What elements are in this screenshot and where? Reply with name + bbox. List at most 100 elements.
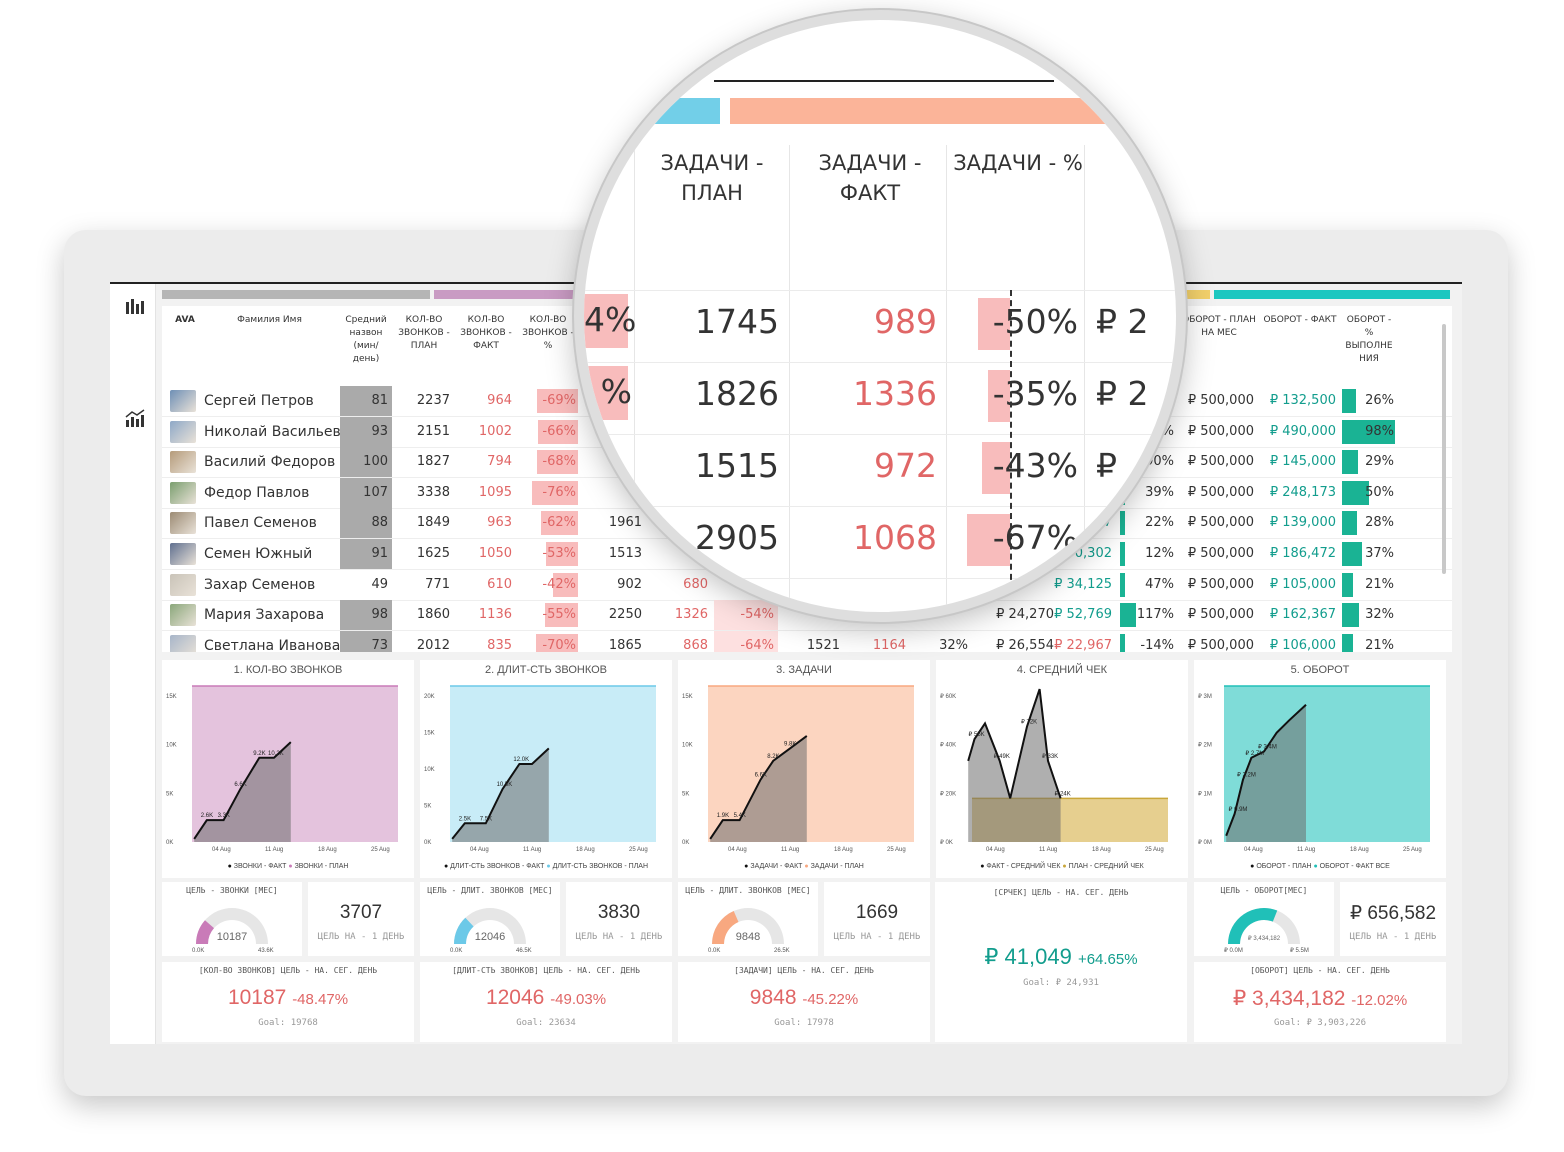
avgcheck-pct-cell: 22% [1145, 515, 1174, 531]
chart-title: 5. ОБОРОТ [1290, 664, 1350, 676]
lens-row-divider [584, 506, 1176, 507]
chart-legend[interactable]: ● ОБОРОТ - ПЛАН ● ОБОРОТ - ФАКТ ВСЕ [1250, 863, 1390, 870]
data-label: ₽ 0.9M [1229, 806, 1248, 813]
area-chart: 20K 15K 10K 5K 0K 04 Aug 11 Aug 18 Aug 25 Aug 2.5… [424, 685, 656, 870]
gauge-value: 10187 [217, 931, 248, 943]
employee-name: Захар Семенов [204, 576, 316, 593]
magnifier-lens: ЗАДАЧИ - ПЛАН ЗАДАЧИ - ФАКТ ЗАДАЧИ - % 4… [574, 10, 1186, 622]
table-row[interactable]: Светлана Иванова 73 2012 835 -70% 1865 868 -64%… [162, 630, 1452, 652]
x-tick-label: 04 Aug [470, 847, 489, 853]
data-label: 9.2K [253, 751, 265, 757]
y-tick-label: 15K [424, 731, 435, 737]
chart-legend[interactable]: ● ЗАДАЧИ - ФАКТ ● ЗАДАЧИ - ПЛАН [744, 863, 864, 870]
fact-line [967, 688, 1062, 799]
y-tick-label: 20K [424, 694, 435, 700]
lens-tasks-pct-bar [988, 370, 1010, 422]
gauge-max: 46.5K [516, 948, 532, 954]
area-chart: 15K 10K 5K 0K 04 Aug 11 Aug 18 Aug 25 Aug 1.9K 5.… [682, 685, 914, 870]
lens-top-border [714, 80, 1054, 82]
col-header-avg[interactable]: Средний назвон (мин/ день) [345, 315, 387, 364]
employee-name: Николай Васильев [204, 423, 341, 440]
calls-fact-cell: 1002 [478, 423, 512, 439]
bar-chart-icon[interactable] [123, 296, 145, 318]
y-tick-label: ₽ 40K [940, 742, 956, 749]
kpi-delta: -48.47% [292, 991, 349, 1008]
col-header-turnover-pct[interactable]: ОБОРОТ - % ВЫПОЛНЕ НИЯ [1345, 315, 1393, 364]
col-header-calls-plan[interactable]: КОЛ-ВО ЗВОНКОВ - ПЛАН [398, 315, 450, 351]
tasks-plan-cell: 1521 [806, 637, 840, 652]
duration-fact-cell: 868 [683, 637, 708, 652]
chart-legend[interactable]: ● ДЛИТ-СТЬ ЗВОНКОВ - ФАКТ ● ДЛИТ-СТЬ ЗВО… [444, 863, 648, 870]
daily-target-value: 1669 [855, 902, 899, 923]
x-tick-label: 11 Aug [1039, 847, 1057, 853]
lens-tasks-pct: -50% [992, 302, 1078, 341]
x-tick-label: 11 Aug [781, 847, 799, 853]
data-label: 3.3K [218, 813, 230, 819]
gauge-fill [1228, 908, 1278, 944]
gauge-card: ЦЕЛЬ - ЗВОНКИ [МЕС] 10187 0.0K 43.6K [162, 882, 302, 956]
lens-tasks-plan: 2905 [695, 518, 779, 557]
data-label: 10.2K [268, 751, 284, 757]
lens-header-tasks-pct[interactable]: ЗАДАЧИ - % [953, 151, 1083, 175]
fact-area [710, 735, 807, 842]
calls-pct-bar [532, 480, 578, 505]
turnover-pct-cell: 26% [1365, 393, 1394, 408]
turnover-pct-cell: 29% [1365, 454, 1394, 470]
employee-name: Мария Захарова [204, 607, 325, 624]
legend-marker-fact: ● [980, 863, 986, 870]
turnover-pct-bar [1342, 480, 1369, 505]
calls-plan-cell: 2151 [416, 423, 450, 439]
x-tick-label: 25 Aug [1403, 847, 1422, 853]
chart-legend[interactable]: ● ФАКТ - СРЕДНИЙ ЧЕК ● ПЛАН - СРЕДНИЙ ЧЕ… [980, 861, 1144, 870]
lens-header-tasks-plan[interactable]: ЗАДАЧИ - ПЛАН [660, 151, 764, 205]
lens-row-divider [584, 362, 1176, 363]
daily-target-label: ЦЕЛЬ НА - 1 ДЕНЬ [317, 932, 405, 942]
gauge-track [454, 908, 526, 944]
x-tick-label: 04 Aug [1244, 847, 1263, 853]
col-header-calls-pct[interactable]: КОЛ-ВО ЗВОНКОВ - % [522, 315, 574, 351]
kpi-value: 12046 [485, 986, 545, 1009]
table-scrollbar[interactable] [1442, 324, 1446, 574]
avgcheck-plan-cell: ₽ 24,270 [996, 607, 1054, 623]
employee-name: Сергей Петров [204, 393, 314, 409]
legend-marker-plan: ● [1062, 863, 1068, 870]
lens-header-tasks-fact[interactable]: ЗАДАЧИ - ФАКТ [818, 151, 922, 205]
kpi-value: 9848 [749, 986, 797, 1009]
col-header-turnover-plan[interactable]: ОБОРОТ - ПЛАН НА МЕС [1182, 315, 1256, 338]
lens-avgcheck-fragment: ₽ 2 [1096, 302, 1149, 341]
calls-pct-cell: -42% [542, 576, 576, 592]
area-chart: ₽ 3M ₽ 2M ₽ 1M ₽ 0M 04 Aug 11 Aug 18 Aug 25 Aug… [1198, 685, 1430, 870]
x-tick-label: 11 Aug [265, 847, 283, 853]
gauge-title: ЦЕЛЬ - ОБОРОТ[МЕС] [1220, 886, 1308, 895]
calls-fact-cell: 1136 [478, 607, 512, 623]
fact-area [1226, 704, 1306, 842]
col-header-calls-fact[interactable]: КОЛ-ВО ЗВОНКОВ - ФАКТ [460, 315, 512, 351]
kpi-card: [ОБОРОТ] ЦЕЛЬ - НА. СЕГ. ДЕНЬ ₽ 3,434,182… [1194, 962, 1446, 1042]
x-tick-label: 11 Aug [1297, 847, 1315, 853]
gauge-value: 9848 [736, 931, 760, 943]
table-row[interactable]: Павел Семенов 88 1849 963 -62% 1961 7 22% ₽ 500,… [162, 508, 1452, 540]
col-header-name[interactable]: Фамилия Имя [237, 315, 302, 325]
employee-name: Федор Павлов [204, 484, 310, 501]
table-row[interactable]: Николай Васильев 93 2151 1002 -66% 0% ₽ 500,00… [162, 416, 1452, 448]
avgcheck-fact-cell: 7 [1103, 515, 1112, 531]
lens-tasks-plan: 1826 [695, 374, 779, 413]
table-row[interactable]: Мария Захарова 98 1860 1136 -55% 2250 1326 -54%… [162, 600, 1452, 632]
avatar [170, 420, 196, 443]
lens-left-fragment: % [600, 372, 632, 411]
lens-zero-line [1010, 290, 1012, 590]
turnover-fact-cell: ₽ 139,000 [1269, 515, 1336, 531]
chart-legend[interactable]: ● ЗВОНКИ - ФАКТ ● ЗВОНКИ - ПЛАН [228, 863, 349, 870]
area-chart: ₽ 60K ₽ 40K ₽ 20K ₽ 0K 04 Aug 11 Aug 18 Aug 25 … [940, 688, 1168, 870]
turnover-pct-cell: 50% [1365, 484, 1394, 500]
trend-chart-icon[interactable] [123, 408, 145, 430]
calls-pct-cell: -53% [542, 546, 576, 561]
col-header-turnover-fact[interactable]: ОБОРОТ - ФАКТ [1263, 315, 1337, 325]
col-header-ava[interactable]: AVA [175, 315, 195, 325]
lens-row-divider [584, 290, 1176, 291]
table-row[interactable]: Семен Южный 91 1625 1050 -53% 1513 0,302 12% ₽ 5… [162, 539, 1452, 570]
data-label: 8.2K [767, 754, 779, 760]
chart-title: 2. ДЛИТ-СТЬ ЗВОНКОВ [484, 664, 608, 676]
avgcheck-pct-bar [1120, 511, 1125, 536]
x-tick-label: 04 Aug [212, 847, 231, 853]
